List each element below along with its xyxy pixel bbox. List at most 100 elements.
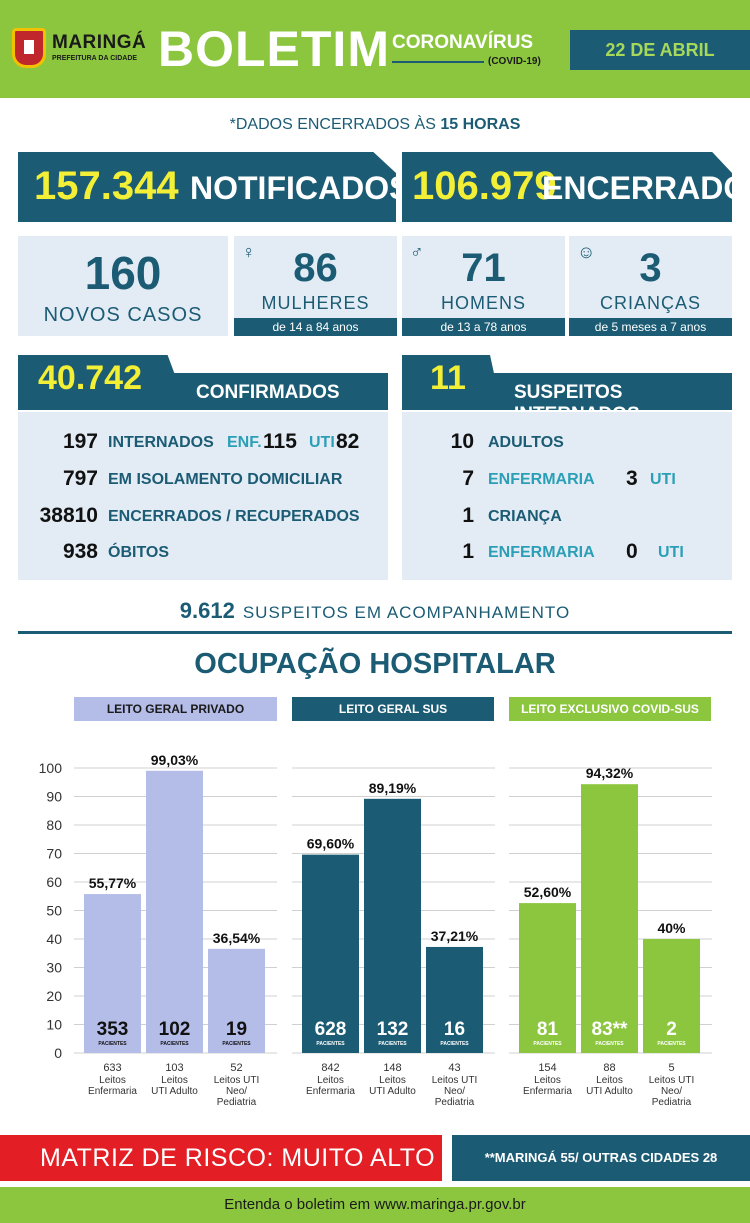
isolation-row: 797 EM ISOLAMENTO DOMICILIAR xyxy=(18,467,388,497)
interned-value: 197 xyxy=(62,430,98,453)
y-tick-label: 50 xyxy=(46,903,62,919)
bar-category-label: Leitos xyxy=(596,1075,623,1086)
child-enf-label: ENFERMARIA xyxy=(488,544,595,561)
bar-patients-label: PACIENTES xyxy=(98,1041,127,1047)
bar-patients-label: PACIENTES xyxy=(160,1041,189,1047)
occupancy-chart: 100908070605040302010055,77%353PACIENTES… xyxy=(39,752,712,1108)
adult-uti-value: 3 xyxy=(626,467,638,490)
bar xyxy=(519,903,576,1053)
bar-percent-label: 55,77% xyxy=(89,875,137,891)
bar-category-label: Neo/ xyxy=(661,1086,682,1097)
bar xyxy=(302,854,359,1053)
bar-patients-value: 19 xyxy=(226,1019,247,1040)
bar-category-label: Leitos UTI xyxy=(214,1075,260,1086)
legend-private: LEITO GERAL PRIVADO xyxy=(74,697,277,721)
closed-label: ENCERRADOS xyxy=(542,170,750,206)
covid-tag: (COVID-19) xyxy=(488,56,541,67)
occupancy-title: OCUPAÇÃO HOSPITALAR xyxy=(194,648,556,680)
recovered-value: 38810 xyxy=(39,504,98,527)
y-tick-label: 80 xyxy=(46,817,62,833)
bar xyxy=(426,946,483,1053)
child-beds-row: 1 ENFERMARIA 0 UTI xyxy=(402,540,732,570)
bar-beds-value: 103 xyxy=(165,1062,183,1074)
bar xyxy=(364,798,421,1053)
bar-beds-value: 154 xyxy=(538,1062,556,1074)
bar-category-label: Enfermaria xyxy=(523,1086,572,1097)
bar xyxy=(146,770,203,1053)
new-cases-label: NOVOS CASOS xyxy=(43,304,203,326)
recovered-label: ENCERRADOS / RECUPERADOS xyxy=(108,508,360,525)
adults-label: ADULTOS xyxy=(488,434,564,451)
bar-percent-label: 69,60% xyxy=(307,836,355,852)
women-age-range: de 14 a 84 anos xyxy=(234,318,397,336)
men-label: HOMENS xyxy=(440,293,526,313)
y-tick-label: 90 xyxy=(46,789,62,805)
children-value: 3 xyxy=(639,246,662,290)
suspects-value: 11 xyxy=(430,359,466,397)
suspects-header: 11 SUSPEITOS INTERNADOS xyxy=(402,355,732,425)
adult-enf-value: 7 xyxy=(462,467,474,490)
deaths-value: 938 xyxy=(62,540,98,563)
children-label: CRIANÇAS xyxy=(599,293,701,313)
bar-category-label: Leitos xyxy=(99,1075,126,1086)
adult-beds-row: 7 ENFERMARIA 3 UTI xyxy=(402,467,732,497)
bar-category-label: Pediatria xyxy=(217,1097,257,1108)
subtitle-divider xyxy=(392,61,484,63)
isolation-label: EM ISOLAMENTO DOMICILIAR xyxy=(108,471,343,488)
maringa-logo[interactable]: MARINGÁ PREFEITURA DA CIDADE xyxy=(12,28,152,70)
closed-value: 106.979 xyxy=(412,164,557,208)
new-cases-value: 160 xyxy=(84,247,162,299)
bar-patients-label: PACIENTES xyxy=(378,1041,407,1047)
monitoring-line: 9.612 SUSPEITOS EM ACOMPANHAMENTO xyxy=(0,598,750,624)
bar-beds-value: 148 xyxy=(383,1062,401,1074)
data-notice: *DADOS ENCERRADOS ÀS 15 HORAS xyxy=(0,116,750,134)
y-tick-label: 60 xyxy=(46,874,62,890)
uti-label: UTI xyxy=(309,434,335,451)
bar-category-label: Leitos xyxy=(534,1075,561,1086)
bar-category-label: Pediatria xyxy=(435,1097,475,1108)
child-row: 1 CRIANÇA xyxy=(402,504,732,534)
enf-label: ENF. xyxy=(227,434,262,451)
y-tick-label: 30 xyxy=(46,960,62,976)
section-divider xyxy=(18,631,732,634)
children-age-range: de 5 meses a 7 anos xyxy=(569,318,732,336)
bar-category-label: Neo/ xyxy=(444,1086,465,1097)
bar-beds-value: 52 xyxy=(230,1062,242,1074)
suspects-panel: 10 ADULTOS 7 ENFERMARIA 3 UTI 1 CRIANÇA … xyxy=(402,412,732,580)
bar xyxy=(643,939,700,1053)
women-label: MULHERES xyxy=(261,293,370,313)
bar-patients-value: 132 xyxy=(377,1019,409,1040)
y-tick-label: 10 xyxy=(46,1017,62,1033)
child-value: 1 xyxy=(462,504,474,527)
bar xyxy=(581,784,638,1053)
confirmed-label: CONFIRMADOS xyxy=(196,382,340,403)
page-subtitle: CORONAVÍRUS xyxy=(392,32,534,53)
child-enf-value: 1 xyxy=(462,540,474,563)
interned-label: INTERNADOS xyxy=(108,434,214,451)
monitoring-label: SUSPEITOS EM ACOMPANHAMENTO xyxy=(242,603,571,622)
children-card: ☺ 3 CRIANÇAS de 5 meses a 7 anos xyxy=(569,236,732,336)
men-value: 71 xyxy=(461,246,506,290)
adults-value: 10 xyxy=(450,430,474,453)
adults-row: 10 ADULTOS xyxy=(402,430,732,460)
bar-category-label: Leitos xyxy=(379,1075,406,1086)
bar-patients-label: PACIENTES xyxy=(440,1041,469,1047)
y-tick-label: 40 xyxy=(46,931,62,947)
suspects-header-tab xyxy=(402,355,502,410)
notified-label: NOTIFICADOS xyxy=(190,170,411,206)
bar-category-label: Enfermaria xyxy=(88,1086,137,1097)
bar xyxy=(208,948,265,1053)
women-card: ♀ 86 MULHERES de 14 a 84 anos xyxy=(234,236,397,336)
legend-sus: LEITO GERAL SUS xyxy=(292,697,494,721)
logo-name: MARINGÁ xyxy=(52,32,147,53)
y-tick-label: 0 xyxy=(54,1045,62,1061)
bar-beds-value: 43 xyxy=(448,1062,460,1074)
deaths-row: 938 ÓBITOS xyxy=(18,540,388,570)
header: MARINGÁ PREFEITURA DA CIDADE BOLETIM COR… xyxy=(0,0,750,98)
child-uti-value: 0 xyxy=(626,540,638,563)
website-link[interactable]: Entenda o boletim em www.maringa.pr.gov.… xyxy=(0,1187,750,1223)
bar-beds-value: 5 xyxy=(668,1062,674,1074)
legend-covid-sus: LEITO EXCLUSIVO COVID-SUS xyxy=(509,697,711,721)
date-badge: 22 DE ABRIL xyxy=(570,30,750,70)
confirmed-header-tab xyxy=(18,355,188,410)
